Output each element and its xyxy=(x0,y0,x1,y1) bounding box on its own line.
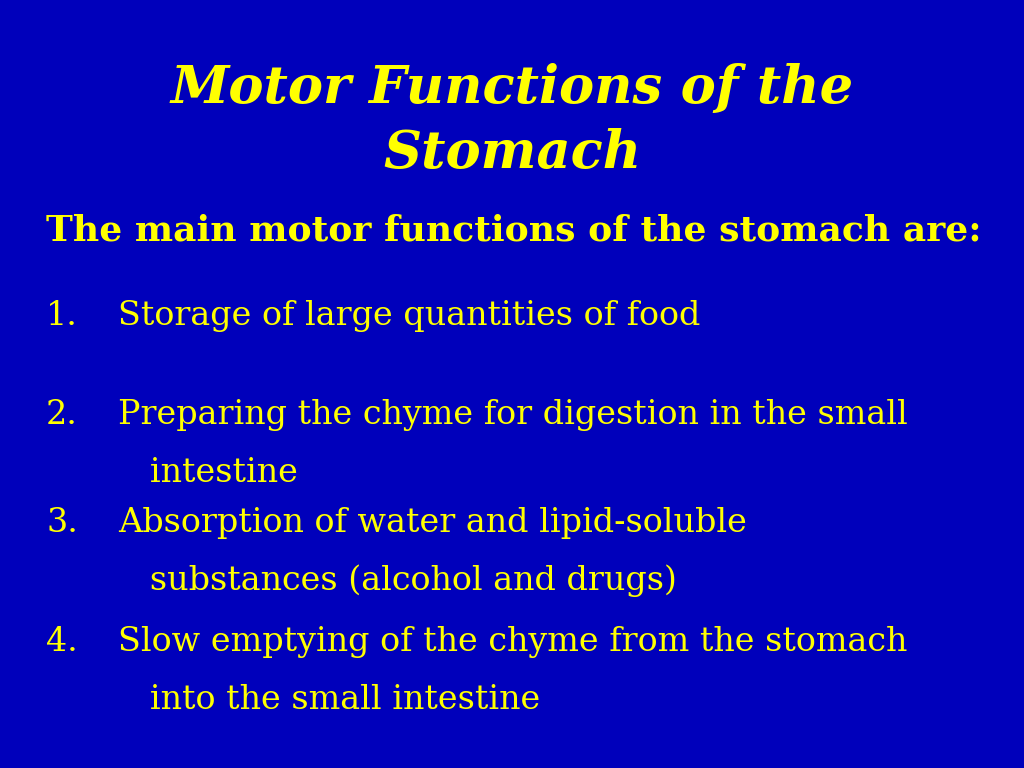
Text: Preparing the chyme for digestion in the small: Preparing the chyme for digestion in the… xyxy=(118,399,907,432)
Text: into the small intestine: into the small intestine xyxy=(118,684,540,716)
Text: Stomach: Stomach xyxy=(383,128,641,179)
Text: Motor Functions of the: Motor Functions of the xyxy=(170,63,854,114)
Text: 2.: 2. xyxy=(46,399,78,432)
Text: substances (alcohol and drugs): substances (alcohol and drugs) xyxy=(118,564,677,598)
Text: Slow emptying of the chyme from the stomach: Slow emptying of the chyme from the stom… xyxy=(118,626,907,658)
Text: Absorption of water and lipid-soluble: Absorption of water and lipid-soluble xyxy=(118,507,746,539)
Text: Storage of large quantities of food: Storage of large quantities of food xyxy=(118,300,700,332)
Text: intestine: intestine xyxy=(118,457,298,489)
Text: 3.: 3. xyxy=(46,507,78,539)
Text: 1.: 1. xyxy=(46,300,78,332)
Text: The main motor functions of the stomach are:: The main motor functions of the stomach … xyxy=(46,214,982,247)
Text: 4.: 4. xyxy=(46,626,78,658)
